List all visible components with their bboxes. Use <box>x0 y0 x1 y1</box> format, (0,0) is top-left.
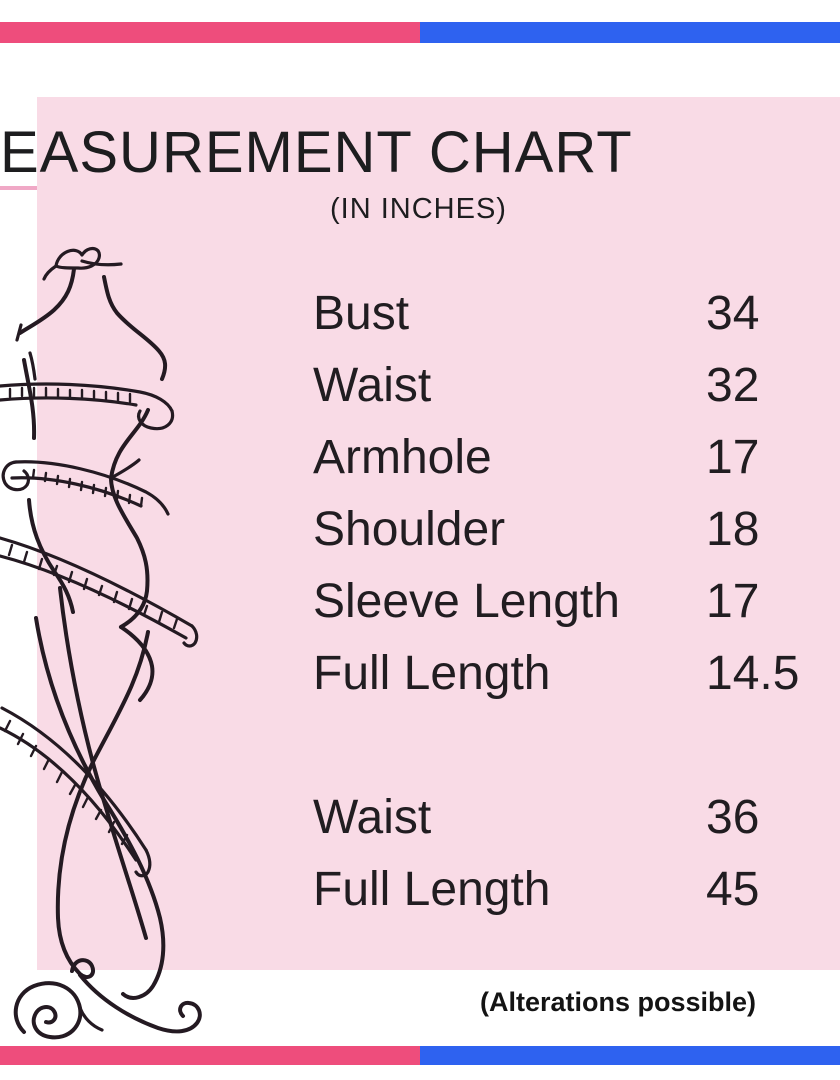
bottom-border-bar <box>0 1046 840 1065</box>
pink-panel <box>37 97 840 970</box>
bottom-bar-blue-segment <box>420 1046 840 1065</box>
measurement-value: 18 <box>706 503 760 556</box>
measurement-row: Armhole 17 <box>313 422 823 494</box>
measurement-value: 14.5 <box>706 647 800 700</box>
measurement-row: Full Length 14.5 <box>313 638 823 710</box>
measurement-row: Bust 34 <box>313 278 823 350</box>
top-border-bar <box>0 22 840 43</box>
measurement-label: Armhole <box>313 431 492 484</box>
measurement-value: 17 <box>706 575 760 628</box>
page-title: EASUREMENT CHART <box>0 120 633 185</box>
measurement-value: 32 <box>706 359 760 412</box>
left-accent-line <box>0 186 37 190</box>
measurement-label: Bust <box>313 287 410 340</box>
page-subtitle: (IN INCHES) <box>330 193 507 225</box>
measurement-row: Sleeve Length 17 <box>313 566 823 638</box>
measurement-label: Full Length <box>313 647 551 700</box>
measurement-value: 34 <box>706 287 760 340</box>
measurement-value: 17 <box>706 431 760 484</box>
measurement-rows: Bust 34 Waist 32 Armhole 17 Shoulder 18 Sleeve L… <box>313 278 823 926</box>
measurement-label: Waist <box>313 359 432 412</box>
bottom-bar-pink-segment <box>0 1046 420 1065</box>
measurement-value: 36 <box>706 791 760 844</box>
measurement-row: Waist 32 <box>313 350 823 422</box>
measurement-row: Waist 36 <box>313 782 823 854</box>
measurement-label: Sleeve Length <box>313 575 620 628</box>
measurement-label: Waist <box>313 791 432 844</box>
measurement-value: 45 <box>706 863 760 916</box>
measurement-row: Shoulder 18 <box>313 494 823 566</box>
top-bar-pink-segment <box>0 22 420 43</box>
measurement-label: Shoulder <box>313 503 506 556</box>
row-group-spacer <box>313 710 823 782</box>
alterations-note: (Alterations possible) <box>480 987 757 1017</box>
measurement-row: Full Length 45 <box>313 854 823 926</box>
top-bar-blue-segment <box>420 22 840 43</box>
measurement-label: Full Length <box>313 863 551 916</box>
